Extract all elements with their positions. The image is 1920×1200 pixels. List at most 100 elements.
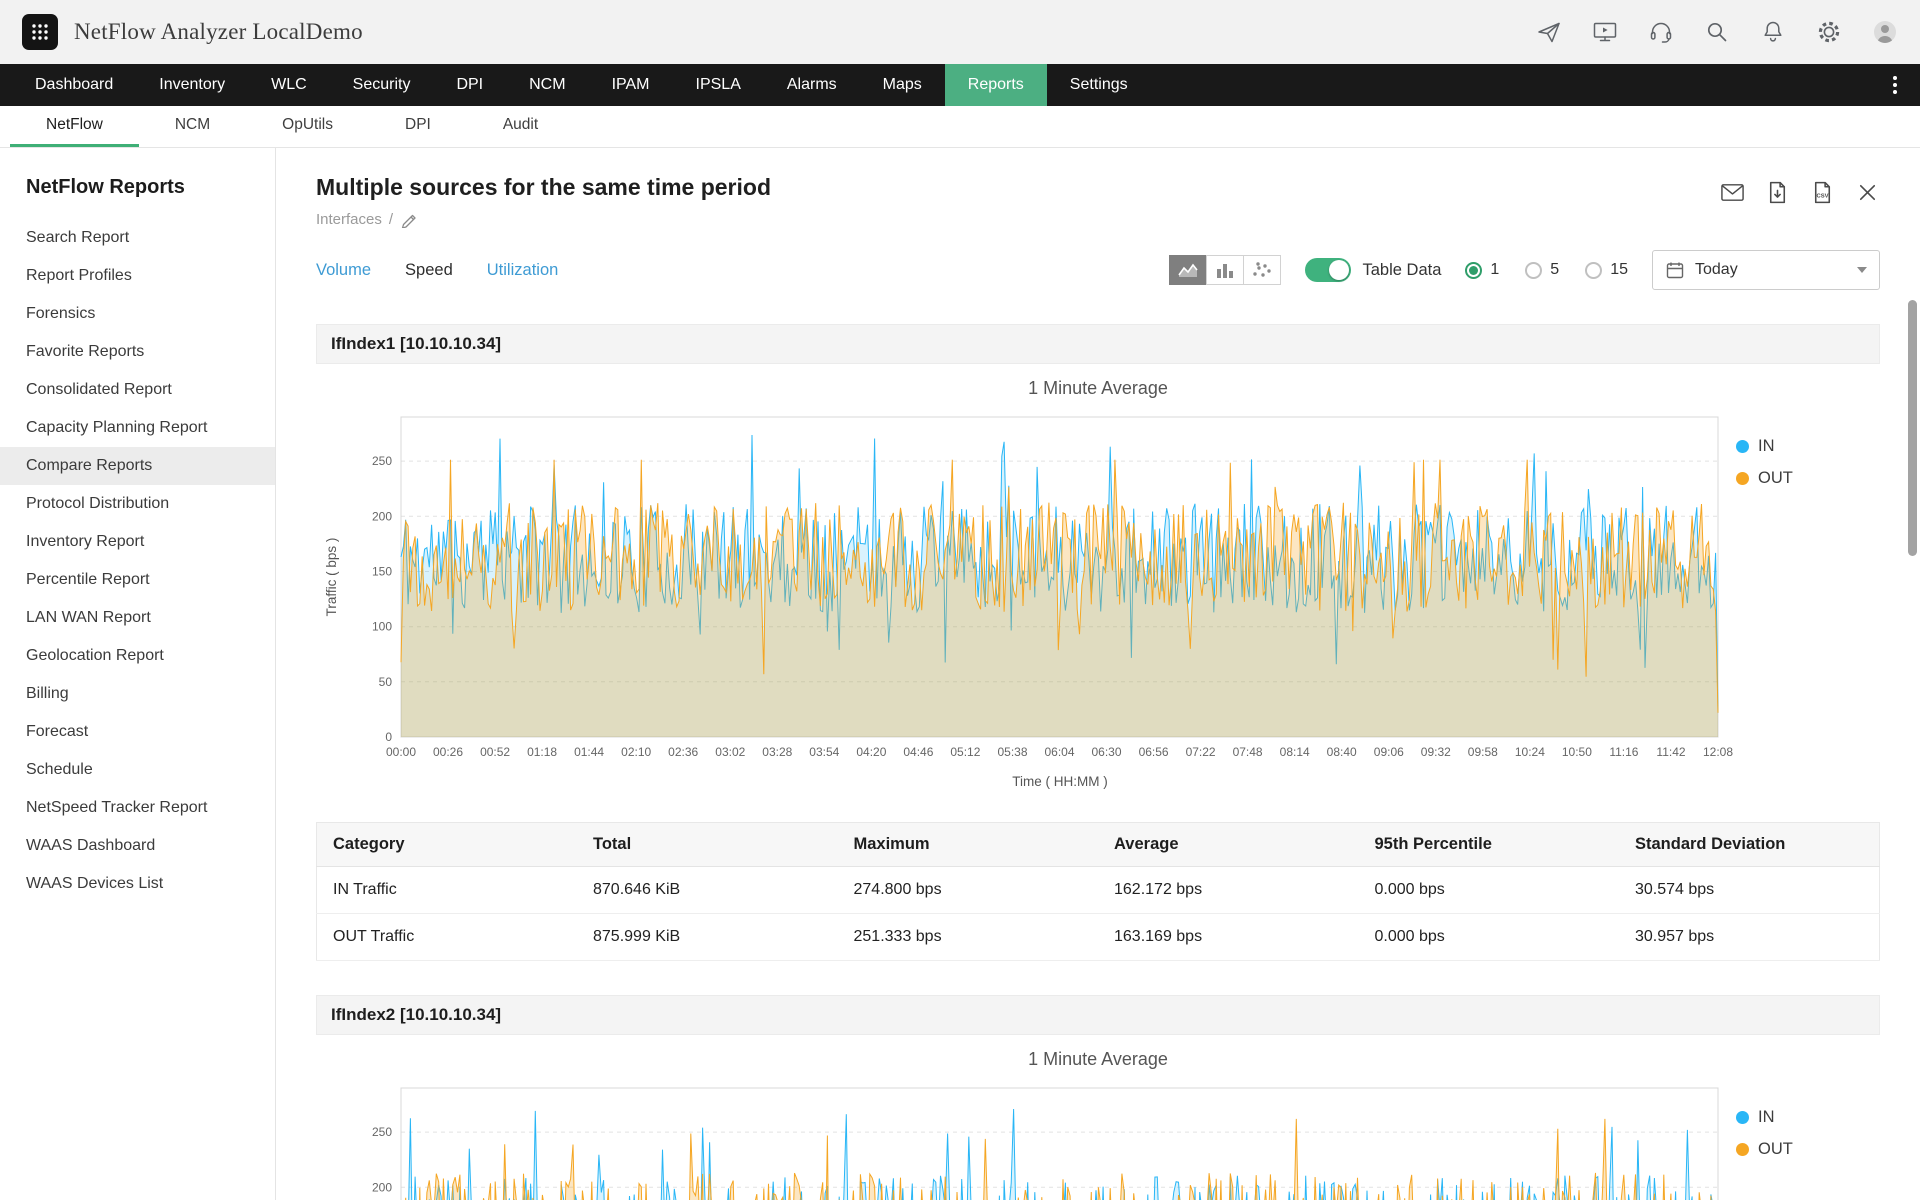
interval-radio-label: 15: [1610, 261, 1628, 278]
close-icon[interactable]: [1855, 180, 1880, 205]
subnav-item-netflow[interactable]: NetFlow: [10, 106, 139, 147]
table-cell: IN Traffic: [316, 866, 577, 914]
nav-item-reports[interactable]: Reports: [944, 64, 1047, 106]
bar-chart-button[interactable]: [1205, 255, 1244, 285]
nav-item-dashboard[interactable]: Dashboard: [35, 76, 114, 93]
table-row: IN Traffic 870.646 KiB 274.800 bps 162.172 …: [316, 866, 1880, 914]
svg-text:06:30: 06:30: [1091, 745, 1121, 759]
svg-text:04:46: 04:46: [903, 745, 933, 759]
edit-icon[interactable]: [400, 210, 418, 228]
search-icon[interactable]: [1704, 19, 1730, 45]
sidebar-item-report-profiles[interactable]: Report Profiles: [26, 267, 132, 284]
nav-item-ipsla[interactable]: IPSLA: [695, 76, 741, 93]
svg-text:200: 200: [372, 509, 392, 523]
apps-grid-glyph: [32, 24, 48, 40]
chevron-down-icon: [1857, 267, 1867, 273]
nav-item-wlc[interactable]: WLC: [271, 76, 307, 93]
sub-nav: NetFlow NCM OpUtils DPI Audit: [0, 106, 1920, 148]
table-cell: OUT Traffic: [316, 913, 577, 961]
kebab-dots: [1893, 76, 1897, 94]
sidebar-item-search-report[interactable]: Search Report: [26, 229, 130, 246]
export-csv-icon[interactable]: CSV: [1810, 180, 1835, 205]
table-data-toggle[interactable]: [1304, 258, 1351, 282]
sidebar-item-geolocation-report[interactable]: Geolocation Report: [26, 647, 164, 664]
legend-item-in[interactable]: IN: [1736, 437, 1878, 456]
nav-item-alarms[interactable]: Alarms: [786, 76, 837, 93]
breadcrumb-item[interactable]: Interfaces: [316, 210, 382, 228]
subnav-item-ncm[interactable]: NCM: [174, 116, 211, 133]
interval-radio-15[interactable]: 15: [1585, 261, 1628, 279]
date-range-select[interactable]: Today: [1652, 250, 1880, 290]
line-chart-button[interactable]: [1168, 255, 1207, 285]
nav-item-dpi[interactable]: DPI: [456, 76, 484, 93]
settings-gear-icon[interactable]: [1816, 19, 1842, 45]
legend-item-out[interactable]: OUT: [1736, 469, 1878, 488]
table-cell: 0.000 bps: [1358, 866, 1619, 914]
live-demo-icon[interactable]: [1592, 19, 1618, 45]
apps-grid-icon[interactable]: [22, 14, 58, 50]
sidebar-item-schedule[interactable]: Schedule: [26, 761, 93, 778]
svg-text:250: 250: [372, 1125, 392, 1139]
scrollbar-thumb[interactable]: [1908, 300, 1917, 556]
legend-label: OUT: [1758, 469, 1793, 487]
sidebar-item-forensics[interactable]: Forensics: [26, 305, 96, 322]
nav-item-settings[interactable]: Settings: [1069, 76, 1128, 93]
chart-legend: IN OUT: [1736, 403, 1878, 808]
svg-text:200: 200: [372, 1180, 392, 1194]
svg-text:00:52: 00:52: [480, 745, 510, 759]
sidebar-item-percentile-report[interactable]: Percentile Report: [26, 571, 150, 588]
metric-tab-speed[interactable]: Speed: [405, 260, 453, 279]
table-row: OUT Traffic 875.999 KiB 251.333 bps 163.169…: [316, 913, 1880, 961]
table-cell: 251.333 bps: [837, 913, 1098, 961]
sidebar-item-protocol-distribution[interactable]: Protocol Distribution: [26, 495, 170, 512]
email-report-icon[interactable]: [1720, 180, 1745, 205]
chart-title: 1 Minute Average: [1028, 378, 1168, 398]
interval-radio-label: 5: [1550, 261, 1560, 278]
legend-item-in[interactable]: IN: [1736, 1108, 1878, 1127]
sidebar-item-compare-reports[interactable]: Compare Reports: [0, 447, 275, 485]
sidebar-item-billing[interactable]: Billing: [26, 685, 69, 702]
metric-tab-volume[interactable]: Volume: [316, 260, 372, 279]
interval-radio-5[interactable]: 5: [1525, 261, 1559, 279]
sidebar-item-waas-devices-list[interactable]: WAAS Devices List: [26, 875, 164, 892]
scatter-chart-button[interactable]: [1242, 255, 1281, 285]
sidebar-item-netspeed-tracker-report[interactable]: NetSpeed Tracker Report: [26, 799, 208, 816]
sidebar-item-inventory-report[interactable]: Inventory Report: [26, 533, 145, 550]
subnav-item-oputils[interactable]: OpUtils: [282, 116, 333, 133]
sidebar-item-favorite-reports[interactable]: Favorite Reports: [26, 343, 145, 360]
svg-text:05:12: 05:12: [950, 745, 980, 759]
nav-item-security[interactable]: Security: [352, 76, 411, 93]
svg-text:09:32: 09:32: [1421, 745, 1451, 759]
subnav-item-dpi[interactable]: DPI: [405, 116, 431, 133]
svg-text:10:24: 10:24: [1515, 745, 1545, 759]
traffic-stats-table: Category Total Maximum Average 95th Percenti…: [316, 822, 1880, 961]
table-header-average: Average: [1098, 822, 1359, 867]
sidebar-item-waas-dashboard[interactable]: WAAS Dashboard: [26, 837, 156, 854]
notifications-icon[interactable]: [1760, 19, 1786, 45]
sidebar-item-consolidated-report[interactable]: Consolidated Report: [26, 381, 172, 398]
report-header: Multiple sources for the same time perio…: [316, 148, 1880, 228]
svg-text:07:48: 07:48: [1233, 745, 1263, 759]
legend-item-out[interactable]: OUT: [1736, 1140, 1878, 1159]
support-icon[interactable]: [1648, 19, 1674, 45]
svg-text:50: 50: [379, 675, 393, 689]
user-avatar[interactable]: [1872, 19, 1898, 45]
radio-circle: [1465, 261, 1483, 279]
nav-item-inventory[interactable]: Inventory: [159, 76, 226, 93]
interval-radio-1[interactable]: 1: [1465, 261, 1499, 279]
nav-item-maps[interactable]: Maps: [882, 76, 922, 93]
svg-text:00:26: 00:26: [433, 745, 463, 759]
nav-item-ncm[interactable]: NCM: [529, 76, 566, 93]
launch-icon[interactable]: [1536, 19, 1562, 45]
export-pdf-icon[interactable]: [1765, 180, 1790, 205]
svg-text:03:02: 03:02: [715, 745, 745, 759]
sidebar-item-lan-wan-report[interactable]: LAN WAN Report: [26, 609, 151, 626]
sidebar-item-capacity-planning-report[interactable]: Capacity Planning Report: [26, 419, 208, 436]
nav-overflow-icon[interactable]: [1870, 64, 1920, 106]
sidebar-item-forecast[interactable]: Forecast: [26, 723, 89, 740]
metric-tab-utilization[interactable]: Utilization: [486, 260, 559, 279]
nav-item-ipam[interactable]: IPAM: [611, 76, 650, 93]
radio-circle: [1525, 261, 1543, 279]
subnav-item-audit[interactable]: Audit: [502, 116, 539, 133]
legend-label: IN: [1758, 437, 1775, 455]
